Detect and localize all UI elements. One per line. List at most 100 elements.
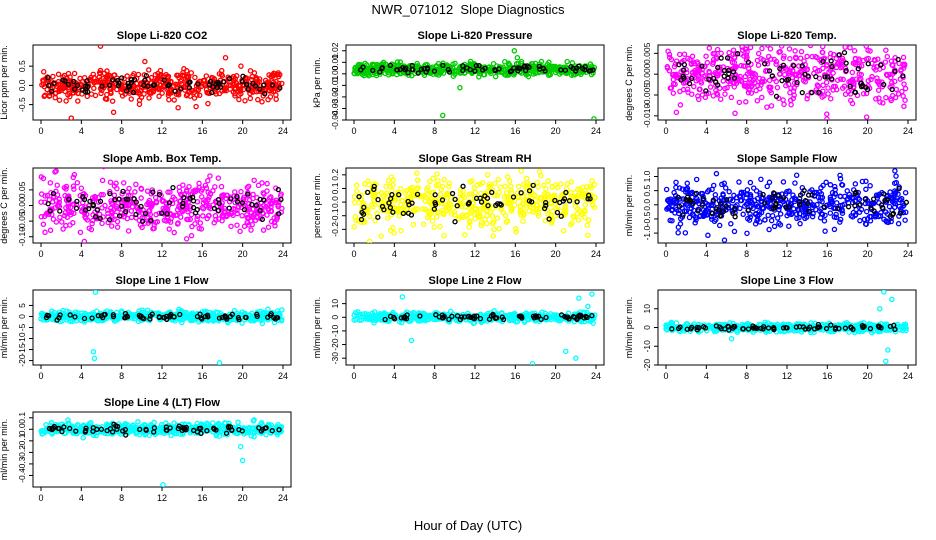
data-point	[480, 71, 487, 78]
data-point	[70, 220, 76, 226]
scatter-points	[351, 168, 598, 243]
y-tick-label: 5	[17, 303, 27, 308]
data-point	[851, 48, 858, 54]
hourly-point	[387, 204, 394, 211]
data-point	[865, 55, 872, 62]
data-point	[893, 173, 899, 179]
hourly-point	[558, 213, 564, 219]
data-point	[683, 66, 689, 73]
hourly-point	[148, 217, 154, 224]
data-point	[722, 185, 729, 191]
scatter-points	[351, 48, 598, 120]
hourly-point	[391, 314, 397, 321]
y-axis-label: ml/min per min.	[312, 297, 322, 359]
data-point	[206, 204, 212, 211]
data-point	[183, 312, 189, 318]
data-point	[396, 213, 403, 219]
hourly-point	[699, 202, 705, 208]
hourly-point	[460, 183, 466, 189]
data-point	[277, 71, 283, 78]
data-point	[758, 82, 764, 88]
hourly-point	[433, 312, 439, 318]
data-point	[727, 80, 734, 87]
data-point	[104, 96, 110, 102]
hourly-point	[526, 198, 533, 204]
data-point	[768, 217, 775, 224]
data-point	[807, 45, 814, 49]
data-point	[778, 45, 785, 49]
data-point	[568, 179, 575, 185]
hourly-point	[726, 70, 732, 77]
data-point	[278, 191, 284, 197]
data-point	[470, 320, 477, 327]
hourly-point	[680, 67, 687, 73]
outlier-point	[68, 115, 74, 120]
data-point	[704, 59, 711, 66]
outlier-point	[53, 168, 59, 174]
hourly-point	[460, 67, 466, 74]
hourly-point	[249, 201, 255, 208]
y-tick-label: 0.0	[330, 196, 340, 208]
data-point	[497, 184, 504, 190]
data-point	[529, 61, 536, 67]
x-tick-label: 20	[238, 249, 248, 259]
hourly-point	[784, 77, 790, 83]
data-point	[474, 182, 480, 188]
hourly-point	[390, 209, 396, 215]
data-point	[822, 228, 828, 234]
y-axis-label: degrees C per min.	[624, 44, 634, 121]
data-point	[502, 183, 509, 190]
data-point	[236, 82, 242, 89]
data-point	[166, 226, 172, 232]
data-point	[437, 223, 443, 230]
hourly-point	[206, 82, 213, 88]
data-point	[684, 69, 690, 76]
data-point	[226, 82, 232, 88]
data-point	[129, 315, 136, 321]
data-point	[64, 308, 70, 314]
hourly-point	[855, 66, 861, 72]
hourly-point	[192, 210, 199, 216]
hourly-point	[226, 205, 232, 211]
hourly-point	[394, 67, 400, 73]
data-point	[457, 214, 463, 220]
outlier-point	[439, 112, 446, 119]
hourly-point	[693, 190, 700, 197]
data-point	[383, 190, 390, 196]
data-point	[188, 232, 195, 239]
data-point	[747, 45, 754, 51]
data-point	[719, 181, 725, 188]
hourly-point	[71, 78, 77, 85]
hourly-point	[847, 83, 853, 90]
hourly-point	[489, 189, 495, 195]
x-tick-label: 0	[351, 371, 356, 381]
data-point	[165, 189, 171, 195]
hourly-point	[365, 189, 371, 195]
hourly-point	[493, 202, 499, 209]
data-point	[53, 219, 60, 225]
data-point	[534, 179, 541, 186]
data-point	[718, 50, 724, 57]
hourly-point	[700, 196, 706, 202]
data-point	[771, 56, 778, 63]
data-point	[819, 45, 826, 50]
data-point	[163, 204, 169, 211]
hourly-point	[479, 67, 486, 73]
x-tick-label: 4	[79, 249, 84, 259]
data-point	[119, 93, 126, 99]
hourly-point	[473, 62, 479, 69]
data-point	[184, 75, 190, 81]
hourly-point	[90, 203, 97, 209]
data-point	[892, 198, 898, 204]
data-point	[267, 208, 274, 215]
hourly-point	[54, 317, 60, 323]
outlier-point	[97, 45, 104, 49]
hourly-point	[745, 59, 752, 65]
data-point	[855, 195, 862, 201]
data-point	[230, 212, 236, 219]
data-point	[120, 180, 127, 186]
figure-title: NWR_071012 Slope Diagnostics	[371, 2, 565, 17]
hourly-point	[178, 86, 184, 92]
